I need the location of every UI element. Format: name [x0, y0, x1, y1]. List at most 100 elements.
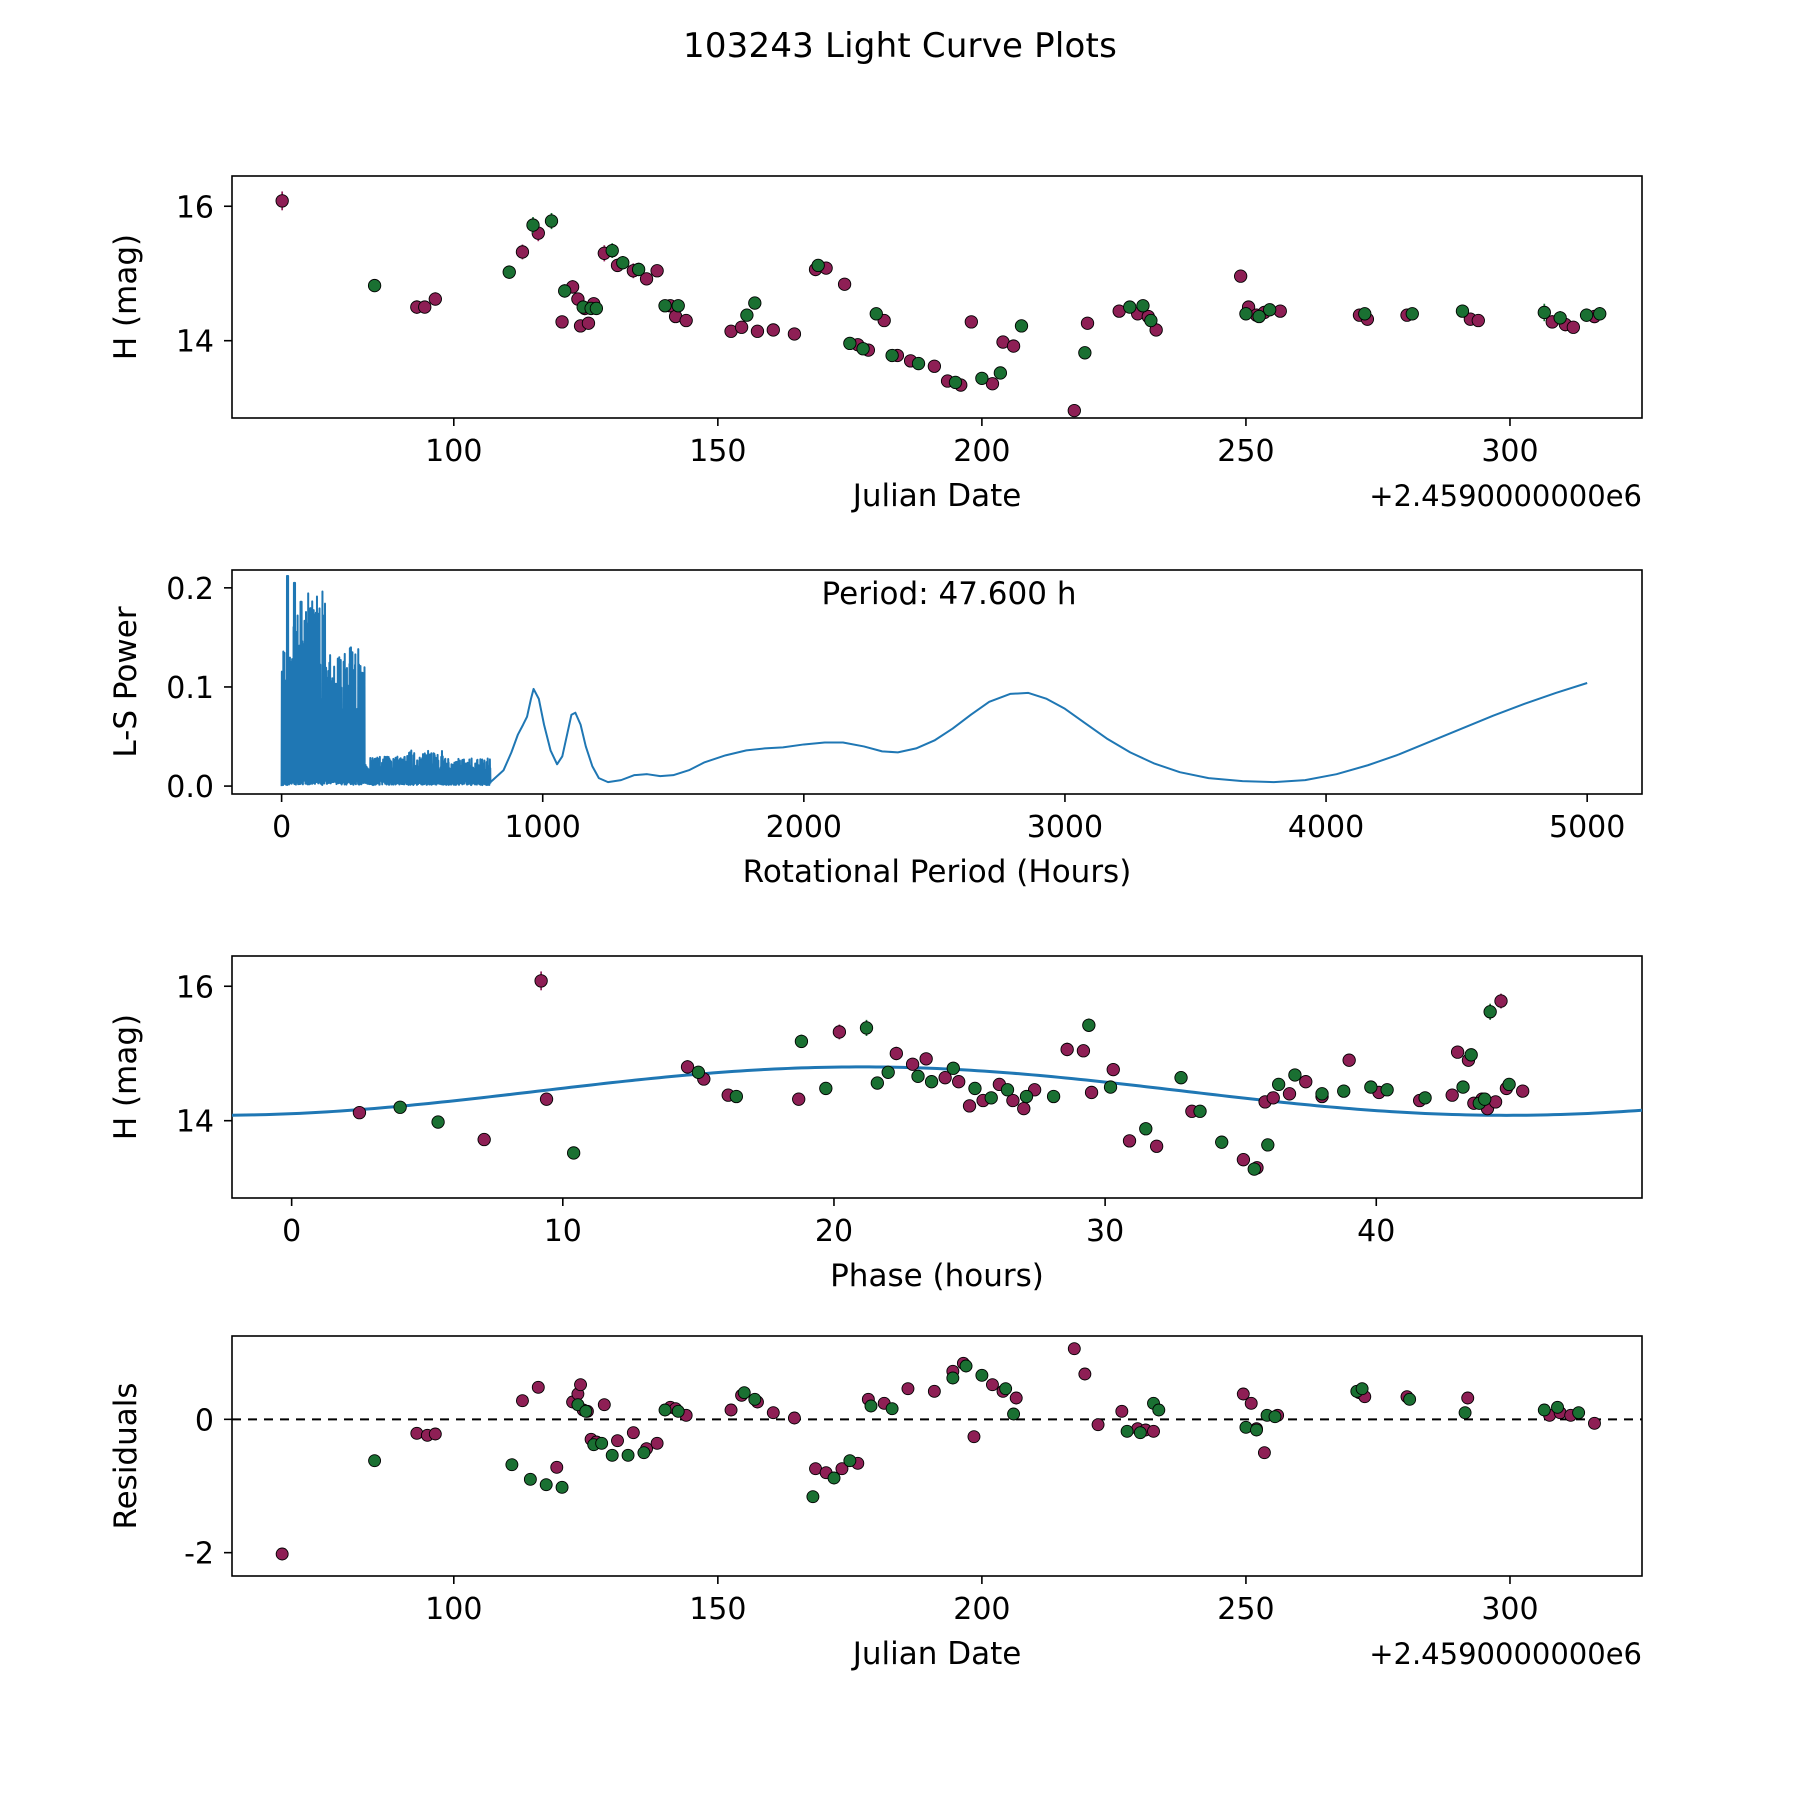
- data-point: [1078, 346, 1092, 360]
- page-title: 103243 Light Curve Plots: [683, 26, 1117, 66]
- axes-frame: [231, 1335, 1643, 1577]
- data-point: [856, 342, 870, 356]
- x-tick-label: 20: [815, 1214, 853, 1249]
- data-point: [595, 1436, 609, 1450]
- series-series_a: [275, 191, 1602, 418]
- data-point: [605, 1448, 619, 1462]
- data-point: [650, 1436, 664, 1450]
- data-point: [901, 1382, 915, 1396]
- data-point: [418, 300, 432, 314]
- data-point: [1355, 1382, 1369, 1396]
- data-point: [1579, 308, 1594, 322]
- axes-frame: [231, 955, 1643, 1199]
- fit-curve-group: [232, 1065, 1642, 1117]
- data-point: [650, 264, 664, 278]
- data-point: [1144, 313, 1158, 328]
- data-points-group: [275, 191, 1607, 418]
- data-point: [1537, 305, 1551, 320]
- data-point: [905, 1057, 920, 1071]
- data-point: [605, 243, 619, 258]
- data-point: [1272, 1077, 1286, 1092]
- x-axis-label: Phase (hours): [830, 1258, 1044, 1294]
- x-tick-label: 100: [425, 1592, 482, 1627]
- data-point: [1364, 1080, 1378, 1094]
- data-points-group: [352, 971, 1530, 1176]
- x-tick-label: 150: [689, 1592, 746, 1627]
- data-point: [1458, 1406, 1472, 1420]
- data-point: [1174, 1071, 1188, 1085]
- series-series_b: [393, 1003, 1516, 1176]
- axes-frame: [231, 569, 1643, 795]
- x-tick-label: 40: [1357, 1214, 1395, 1249]
- data-point: [523, 1472, 537, 1486]
- data-point: [870, 1076, 884, 1090]
- y-axis-label: Residuals: [108, 1382, 144, 1529]
- data-point: [885, 1402, 899, 1416]
- x-axis-label: Julian Date: [851, 478, 1022, 514]
- periodogram-trace-group: [280, 574, 1588, 787]
- data-point: [962, 1099, 977, 1113]
- data-point: [911, 356, 926, 371]
- y-tick-label: 0.2: [166, 572, 214, 607]
- y-tick-label: 14: [176, 325, 214, 360]
- sinusoid-fit-curve: [232, 1065, 1642, 1117]
- data-point: [1471, 313, 1485, 328]
- data-point: [1483, 1005, 1497, 1019]
- data-point: [368, 1454, 382, 1468]
- data-point: [885, 348, 899, 363]
- data-point: [1067, 403, 1081, 418]
- y-tick-label: 16: [176, 970, 214, 1005]
- data-point: [1007, 1407, 1021, 1421]
- data-point: [539, 1478, 553, 1492]
- data-point: [1014, 319, 1029, 333]
- x-tick-label: 200: [953, 1592, 1010, 1627]
- data-point: [1488, 1095, 1503, 1109]
- data-point: [526, 218, 540, 232]
- data-point: [924, 1075, 939, 1089]
- data-point: [787, 1411, 801, 1425]
- data-point: [1450, 1045, 1465, 1059]
- data-point: [515, 1394, 529, 1408]
- data-point: [1566, 320, 1580, 334]
- data-point: [1315, 1087, 1329, 1101]
- data-point: [637, 1446, 651, 1460]
- data-point: [1299, 1075, 1313, 1089]
- data-point: [984, 1091, 998, 1105]
- data-point: [558, 284, 572, 298]
- data-point: [832, 1025, 847, 1039]
- x-tick-label: 250: [1217, 1592, 1274, 1627]
- data-point: [502, 265, 516, 279]
- data-point: [1266, 1091, 1280, 1105]
- data-point: [1252, 309, 1266, 324]
- data-point: [555, 1480, 569, 1494]
- data-point: [964, 315, 978, 329]
- data-point: [1078, 1367, 1092, 1381]
- data-point: [766, 1406, 780, 1420]
- data-point: [515, 245, 530, 259]
- series-series_a: [275, 1342, 1601, 1561]
- data-point: [680, 1060, 695, 1074]
- x-tick-label: 300: [1481, 434, 1538, 469]
- data-point: [748, 296, 762, 310]
- data-point: [975, 371, 989, 385]
- data-point: [967, 1430, 981, 1444]
- data-point: [938, 1071, 952, 1085]
- residual-points-group: [275, 1342, 1601, 1561]
- data-point: [843, 336, 857, 351]
- data-point: [275, 194, 289, 208]
- data-point: [1215, 1135, 1229, 1149]
- data-point: [864, 1399, 878, 1413]
- data-point: [869, 307, 883, 321]
- x-tick-label: 2000: [766, 810, 842, 845]
- data-point: [574, 1378, 587, 1392]
- data-point: [729, 1089, 743, 1104]
- panel-phase-folded: 0 10 20 30 40 14 16 Phase (hours) H (mag): [0, 930, 1800, 1330]
- x-tick-label: 100: [425, 434, 482, 469]
- data-point: [611, 1434, 624, 1448]
- y-tick-label: 14: [176, 1105, 214, 1140]
- y-axis-label: H (mag): [108, 234, 144, 360]
- data-point: [1234, 269, 1248, 283]
- data-point: [952, 1075, 966, 1089]
- data-point: [1122, 1134, 1137, 1148]
